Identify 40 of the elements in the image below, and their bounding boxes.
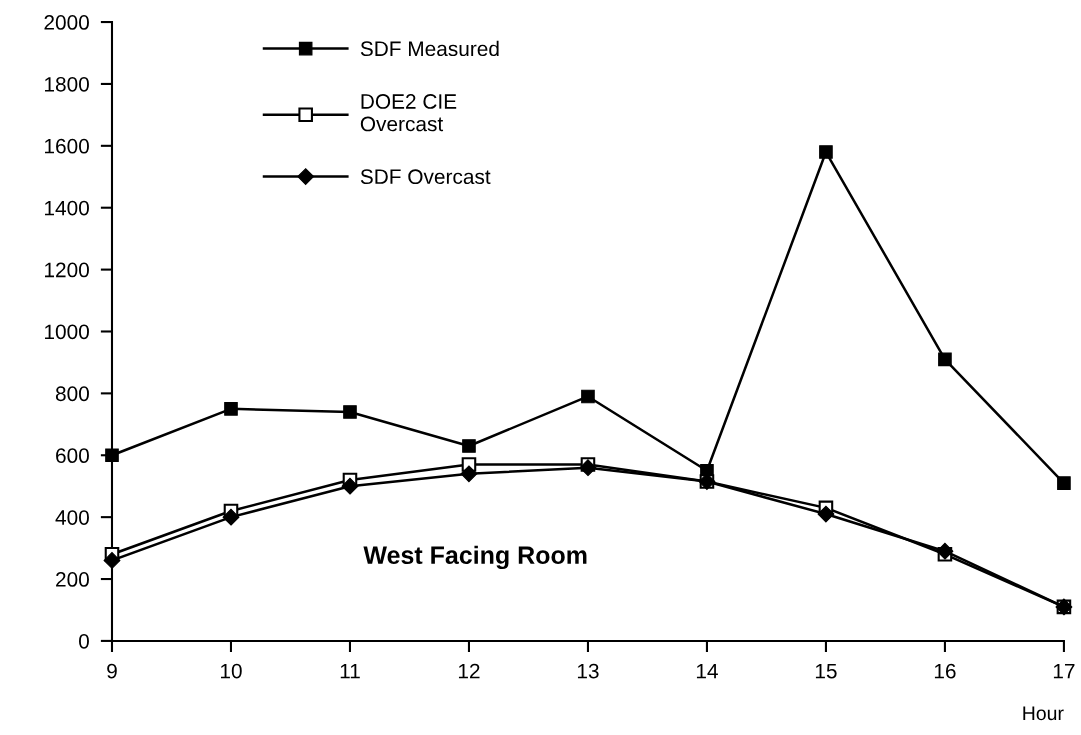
x-tick-label: 12	[458, 663, 480, 679]
point	[103, 552, 121, 569]
point	[581, 389, 595, 404]
legend-label: SDF Measured	[360, 40, 499, 57]
point	[105, 448, 119, 463]
x-tick-label: 13	[577, 663, 599, 679]
y-tick-label: 0	[79, 633, 89, 649]
y-tick-label: 200	[56, 572, 89, 587]
point	[579, 459, 597, 477]
point	[936, 542, 954, 560]
point	[938, 352, 952, 367]
point	[343, 405, 357, 419]
point	[1057, 476, 1071, 490]
point	[817, 505, 835, 523]
point	[460, 465, 478, 483]
y-tick-label: 2000	[44, 15, 89, 30]
y-tick-label: 1600	[45, 138, 89, 154]
point	[222, 508, 240, 526]
point	[341, 477, 359, 495]
x-tick-label: 11	[340, 663, 360, 679]
x-tick-label: 14	[696, 663, 718, 679]
x-axis-title: Hour	[1023, 706, 1064, 721]
point	[224, 402, 238, 416]
x-tick-label: 17	[1053, 663, 1075, 679]
y-tick-label: 1200	[45, 262, 89, 278]
y-tick-label: 1000	[45, 324, 89, 340]
y-tick-label: 400	[55, 510, 89, 525]
legend-label: DOE2 CIE Overcast	[360, 94, 457, 132]
y-tick-label: 1800	[45, 76, 89, 92]
y-tick-label: 800	[55, 386, 89, 402]
x-tick-label: 9	[107, 663, 117, 679]
x-tick-label: 10	[220, 663, 242, 679]
annotation: West Facing Room	[363, 545, 587, 570]
legend-label: SDF Overcast	[360, 169, 491, 185]
point	[819, 145, 833, 159]
x-tick-label: 16	[934, 663, 956, 679]
x-tick-label: 15	[815, 663, 837, 679]
point	[462, 439, 476, 453]
y-tick-label: 600	[56, 448, 89, 464]
y-tick-label: 1400	[45, 200, 89, 216]
